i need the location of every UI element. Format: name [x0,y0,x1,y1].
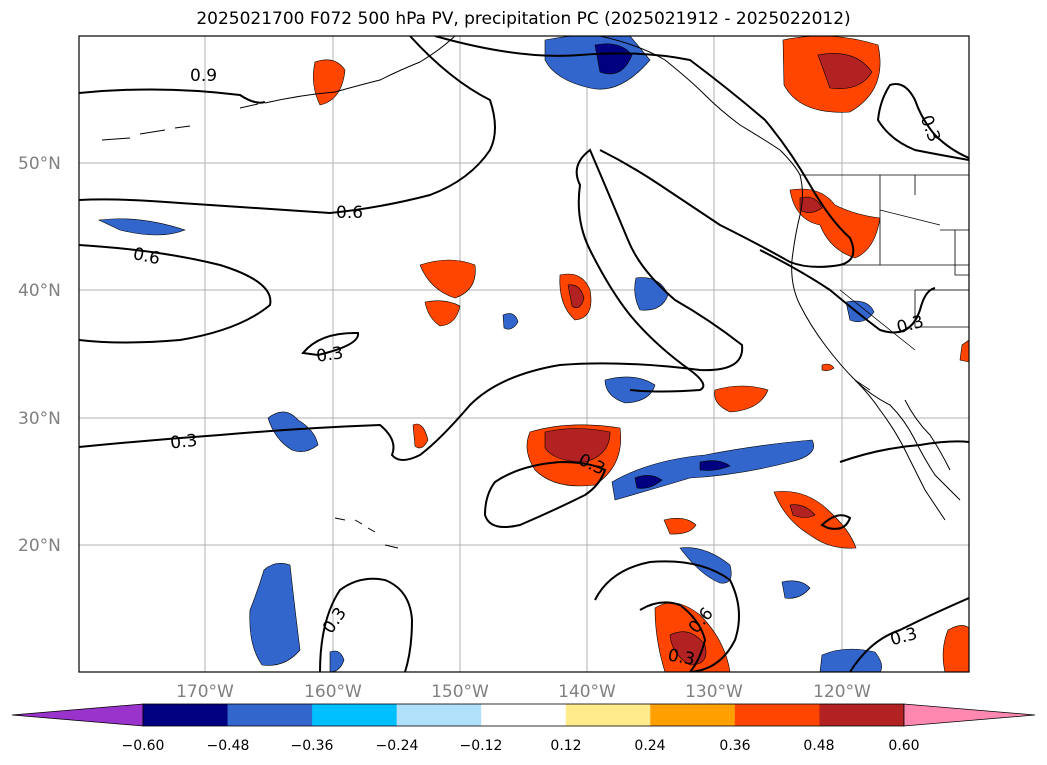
pv-contours [79,36,969,672]
colorbar: −0.60 −0.48 −0.36 −0.24 −0.12 0.12 0.24 … [11,703,1036,754]
colorbar-label: −0.24 [376,738,419,754]
colorbar-label: 0.36 [719,738,750,754]
colorbar-over-triangle [903,703,1036,727]
colorbar-label: −0.48 [207,738,250,754]
colorbar-label: −0.60 [122,738,165,754]
state-borders [800,174,969,391]
colorbar-bin [819,704,905,726]
colorbar-bin [396,704,482,726]
precipitation-field [97,36,969,672]
graticule [79,36,969,672]
coastlines [101,36,961,549]
colorbar-label: 0.24 [634,738,665,754]
colorbar-bin [143,704,229,726]
contour-label: 0.3 [169,431,198,454]
lat-label: 30°N [18,409,61,429]
colorbar-label: 0.12 [550,738,581,754]
contour-label: 0.9 [190,66,217,86]
colorbar-bins [142,703,905,727]
colorbar-bin [227,704,313,726]
colorbar-label: 0.48 [803,738,834,754]
colorbar-label: −0.36 [291,738,334,754]
colorbar-bin [650,704,736,726]
lon-label: 170°W [176,682,234,702]
contour-label: 0.3 [666,646,696,670]
colorbar-bin [734,704,820,726]
lon-label: 160°W [304,682,362,702]
lon-label: 120°W [813,682,871,702]
colorbar-bin [312,704,398,726]
lon-label: 150°W [431,682,489,702]
map-plot-area: 0.9 0.6 0.6 0.3 0.3 0.3 0.3 0.3 0.6 0.3 … [79,36,969,672]
lat-label: 40°N [18,281,61,301]
colorbar-bin [481,704,567,726]
lat-label: 20°N [18,536,61,556]
map-frame [78,35,970,673]
lon-label: 130°W [685,682,743,702]
colorbar-under-triangle [11,703,144,727]
colorbar-label: 0.60 [888,738,919,754]
contour-label: 0.6 [336,203,363,223]
lat-label: 50°N [18,154,61,174]
colorbar-bin [565,704,651,726]
contour-label: 0.3 [315,343,345,367]
colorbar-tick-labels: −0.60 −0.48 −0.36 −0.24 −0.12 0.12 0.24 … [122,738,920,754]
longitude-labels: 170°W 160°W 150°W 140°W 130°W 120°W [176,682,871,702]
map-title: 2025021700 F072 500 hPa PV, precipitatio… [196,9,851,29]
lon-label: 140°W [558,682,616,702]
colorbar-label: −0.12 [460,738,503,754]
latitude-labels: 50°N 40°N 30°N 20°N [18,154,61,556]
